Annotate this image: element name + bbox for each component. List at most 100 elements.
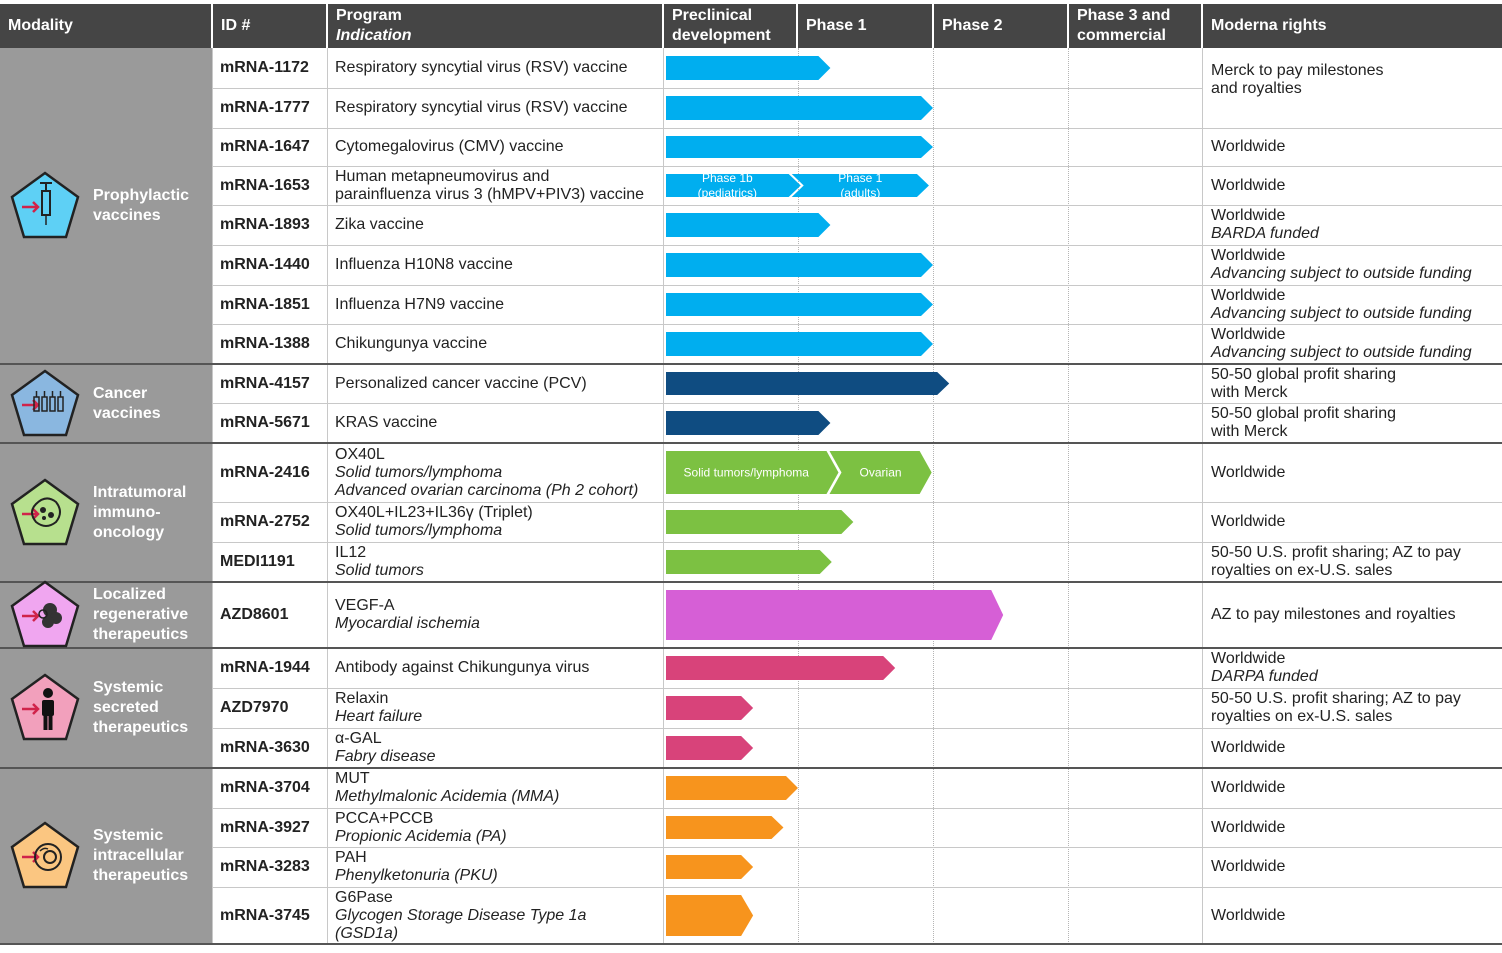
header-phase3: Phase 3 and commercial xyxy=(1069,4,1201,48)
row-divider xyxy=(212,88,1502,89)
rights-note: BARDA funded xyxy=(1211,225,1319,242)
row-divider xyxy=(212,324,1502,325)
modality-cancer: Cancer vaccines xyxy=(0,365,212,442)
rights-line: Worldwide xyxy=(1211,858,1286,875)
modality-label-line: Prophylactic xyxy=(93,186,190,204)
program-text: Cytomegalovirus (CMV) vaccine xyxy=(335,138,564,155)
rights-line: 50-50 global profit sharing xyxy=(1211,405,1397,422)
modality-label-line: Cancer xyxy=(93,384,148,402)
program-id: mRNA-4157 xyxy=(220,374,310,392)
row-divider xyxy=(212,128,1502,129)
progress-arrow xyxy=(666,696,754,720)
program-id: AZD8601 xyxy=(220,606,289,623)
indication-text: Myocardial ischemia xyxy=(335,615,480,632)
rights-line: Worldwide xyxy=(1211,286,1286,304)
indication-text: Methylmalonic Acidemia (MMA) xyxy=(335,788,560,805)
rights-text: Worldwide xyxy=(1211,166,1501,205)
indication-text: Solid tumors/lymphoma xyxy=(335,522,503,539)
program-id: mRNA-1893 xyxy=(220,216,310,233)
program-id: mRNA-3704 xyxy=(220,779,310,796)
syringe-icon xyxy=(10,170,80,238)
modality-label-line: Localized xyxy=(93,586,166,603)
table-bottom-line xyxy=(0,943,1502,945)
program-id: mRNA-1944 xyxy=(220,659,310,676)
rights-note: Advancing subject to outside funding xyxy=(1211,304,1472,322)
program-id: mRNA-1440 xyxy=(220,256,310,273)
modality-label-line: therapeutics xyxy=(93,867,189,884)
progress-arrow xyxy=(666,855,754,879)
modality-label-line: oncology xyxy=(93,523,165,541)
rights-note: Advancing subject to outside funding xyxy=(1211,265,1472,282)
program-id: mRNA-3927 xyxy=(220,818,310,836)
modality-label-line: vaccines xyxy=(93,404,161,422)
program-name: Respiratory syncytial virus (RSV) vaccin… xyxy=(335,48,663,88)
rights-text: Worldwide xyxy=(1211,128,1501,166)
row-divider xyxy=(212,403,1502,404)
rights-line: Worldwide xyxy=(1211,906,1286,924)
program-name: PAH Phenylketonuria (PKU) xyxy=(335,847,663,887)
rights-line: Worldwide xyxy=(1211,463,1286,481)
program-text: IL12 xyxy=(335,544,367,561)
program-text: α-GAL xyxy=(335,730,382,747)
rights-text: 50-50 U.S. profit sharing; AZ to pay roya… xyxy=(1211,542,1501,582)
program-id: mRNA-1653 xyxy=(220,176,310,194)
header-phase2: Phase 2 xyxy=(934,4,1067,48)
program-id: mRNA-3283 xyxy=(220,858,310,875)
rights-note: DARPA funded xyxy=(1211,668,1318,685)
rights-line: royalties on ex-U.S. sales xyxy=(1211,708,1393,725)
vials-icon xyxy=(10,368,80,436)
rights-text: Worldwide xyxy=(1211,728,1501,768)
indication-text: (GSD1a) xyxy=(335,924,399,942)
program-text: OX40L xyxy=(335,445,385,463)
rights-line: Worldwide xyxy=(1211,513,1286,530)
program-id: mRNA-1172 xyxy=(220,59,309,76)
program-name: KRAS vaccine xyxy=(335,403,663,443)
rights-text: Merck to pay milestones and royalties xyxy=(1211,48,1501,112)
rights-text: Worldwide Advancing subject to outside fu… xyxy=(1211,245,1501,285)
program-name: Relaxin Heart failure xyxy=(335,688,663,728)
progress-arrow xyxy=(666,96,933,120)
indication-text: Phenylketonuria (PKU) xyxy=(335,867,498,884)
modality-label-line: Intratumoral xyxy=(93,483,187,501)
program-name: Influenza H7N9 vaccine xyxy=(335,285,663,324)
progress-arrow xyxy=(666,293,933,316)
progress-arrow xyxy=(666,590,1004,640)
group-divider xyxy=(0,647,1502,649)
modality-label: Cancer vaccines xyxy=(93,384,161,424)
rights-line: royalties on ex-U.S. sales xyxy=(1211,562,1393,579)
progress-arrow xyxy=(666,895,754,936)
header-id: ID # xyxy=(213,4,326,48)
program-name: MUT Methylmalonic Acidemia (MMA) xyxy=(335,768,663,808)
group-divider xyxy=(0,767,1502,769)
program-text: Respiratory syncytial virus (RSV) vaccin… xyxy=(335,59,628,76)
rights-line: 50-50 U.S. profit sharing; AZ to pay xyxy=(1211,544,1461,561)
program-name: IL12 Solid tumors xyxy=(335,542,663,582)
indication-text: Solid tumors xyxy=(335,562,424,579)
rights-text: Worldwide xyxy=(1211,808,1501,847)
progress-arrow xyxy=(666,656,896,680)
row-divider xyxy=(212,205,1502,206)
progress-arrow-segment xyxy=(791,174,929,197)
modality-label-line: intracellular xyxy=(93,847,184,864)
rights-line: and royalties xyxy=(1211,80,1302,97)
stage-divider xyxy=(798,48,799,944)
segment-label: Phase 1b (pediatrics) xyxy=(698,171,757,200)
modality-label: Prophylactic vaccines xyxy=(93,186,189,226)
progress-arrow xyxy=(666,550,832,574)
tissue-icon xyxy=(10,580,80,648)
header-preclinical: Preclinical development xyxy=(664,4,796,48)
progress-arrow xyxy=(666,136,933,158)
program-id: mRNA-1777 xyxy=(220,99,310,116)
program-id: mRNA-2752 xyxy=(220,513,310,530)
header-rights: Moderna rights xyxy=(1203,4,1502,48)
modality-label: Systemic intracellular therapeutics xyxy=(93,826,188,886)
rights-line: Worldwide xyxy=(1211,176,1286,194)
progress-arrow xyxy=(666,332,933,356)
rights-line: Merck to pay milestones xyxy=(1211,62,1384,79)
program-text: Personalized cancer vaccine (PCV) xyxy=(335,374,587,392)
program-text: PAH xyxy=(335,849,367,866)
rights-text: 50-50 U.S. profit sharing; AZ to pay roya… xyxy=(1211,688,1501,728)
program-text: OX40L+IL23+IL36γ (Triplet) xyxy=(335,504,533,521)
cell-icon xyxy=(10,821,80,889)
column-divider xyxy=(1202,48,1203,944)
